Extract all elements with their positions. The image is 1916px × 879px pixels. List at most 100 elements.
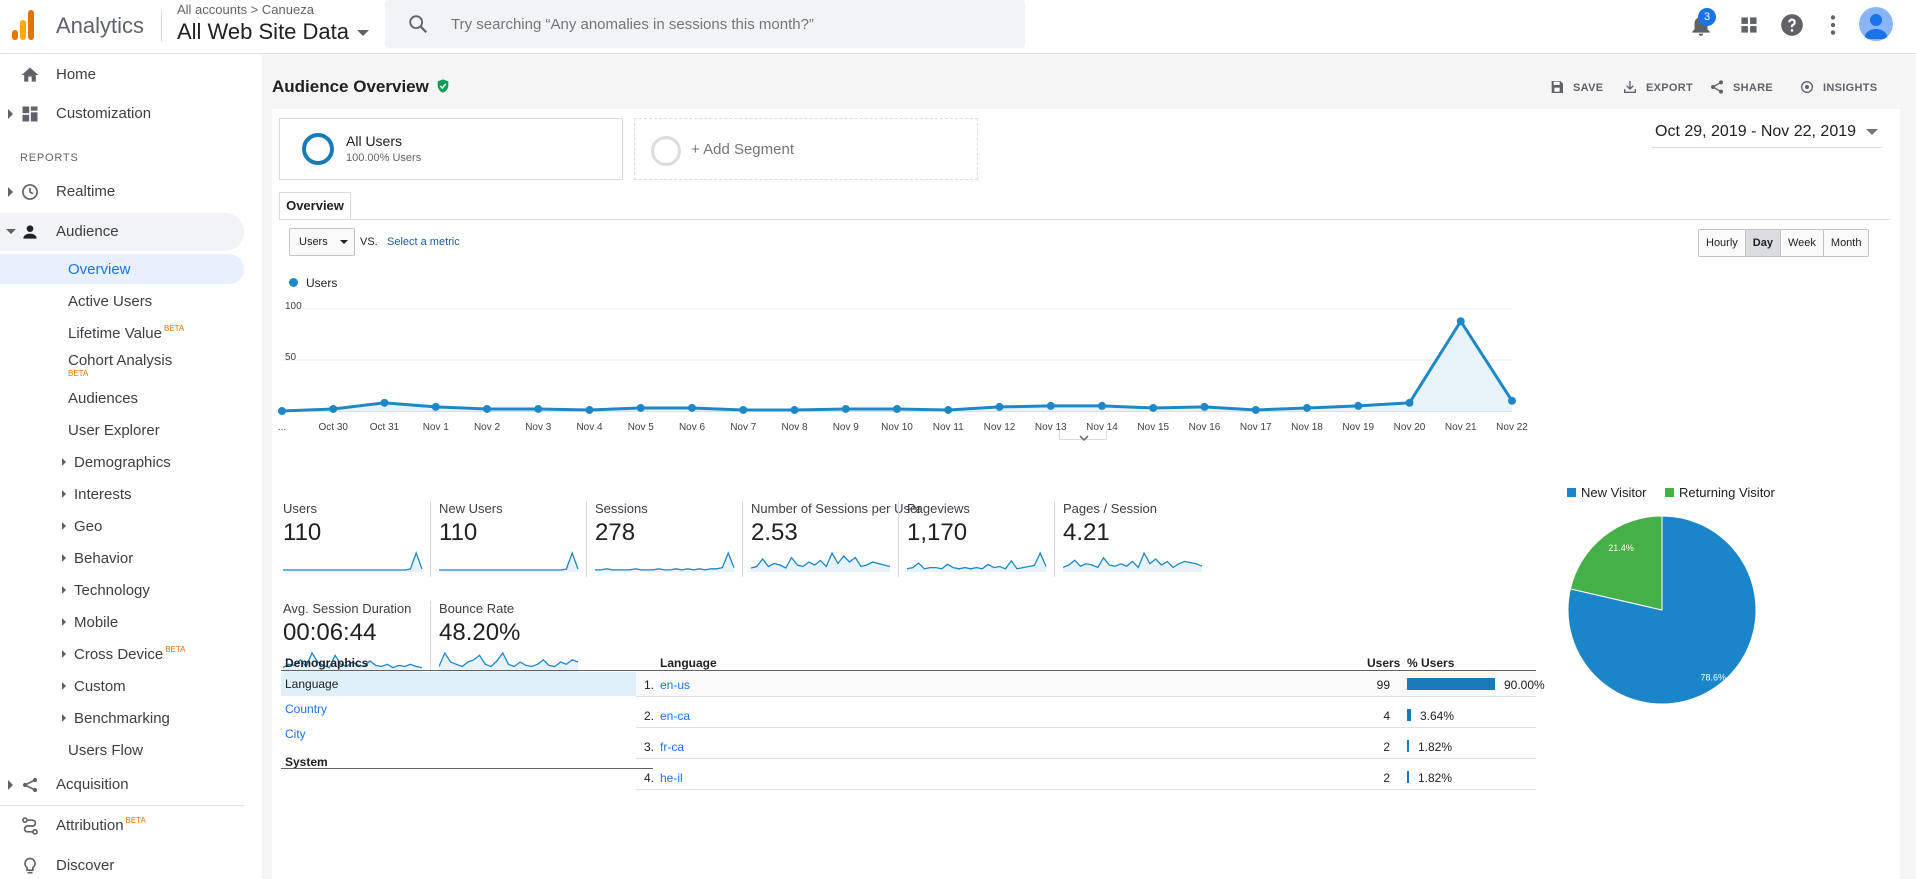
scorecard[interactable]: Sessions 278	[584, 501, 766, 577]
sidebar-item-home[interactable]: Home	[0, 56, 244, 94]
sidebar-item-realtime[interactable]: Realtime	[0, 173, 244, 211]
scorecard-label: Avg. Session Duration	[283, 601, 412, 616]
scorecard[interactable]: Users 110	[272, 501, 454, 577]
share-button[interactable]: SHARE	[1709, 79, 1773, 95]
sidebar-item-cross-device[interactable]: Cross Device BETA	[0, 639, 244, 669]
add-segment-button[interactable]: + Add Segment	[634, 118, 978, 180]
language-link[interactable]: fr-ca	[660, 740, 684, 754]
help-icon[interactable]	[1779, 12, 1805, 38]
language-link[interactable]: en-us	[660, 678, 691, 692]
chart-collapse-handle[interactable]	[1059, 430, 1107, 442]
sparkline	[439, 651, 579, 672]
sidebar-item-mobile[interactable]: Mobile	[0, 607, 244, 637]
granularity-hourly[interactable]: Hourly	[1699, 230, 1746, 256]
data-point	[483, 404, 491, 413]
sparkline-area	[439, 653, 578, 672]
sidebar-item-acquisition[interactable]: Acquisition	[0, 766, 244, 804]
segment-all-users[interactable]: All Users 100.00% Users	[279, 118, 623, 180]
x-tick-label: Nov 10	[881, 422, 913, 433]
data-point	[739, 405, 748, 414]
more-vert-icon[interactable]	[1820, 12, 1846, 38]
x-tick-label: Nov 22	[1496, 422, 1528, 433]
x-tick-label: Nov 19	[1342, 422, 1374, 433]
sidebar-item-benchmarking[interactable]: Benchmarking	[0, 703, 244, 733]
demographics-item-label[interactable]: Country	[285, 702, 328, 716]
sidebar-item-label: Geo	[74, 518, 103, 535]
x-tick-label: Nov 6	[679, 422, 706, 433]
demographics-item-label[interactable]: City	[285, 727, 306, 741]
sidebar-item-attribution[interactable]: Attribution BETA	[0, 807, 244, 845]
sidebar-item-behavior[interactable]: Behavior	[0, 543, 244, 573]
scorecard[interactable]: Avg. Session Duration 00:06:44	[272, 601, 454, 677]
segment-name: All Users	[346, 133, 403, 149]
demographics-item-language[interactable]: Language	[281, 672, 653, 696]
scorecard-label: Bounce Rate	[439, 601, 515, 616]
scorecard[interactable]: Number of Sessions per User 2.53	[740, 501, 922, 577]
sidebar-item-audience[interactable]: Audience	[0, 213, 244, 251]
sparkline	[907, 551, 1047, 572]
visitor-pie-chart: 78.6% 21.4%	[1567, 515, 1757, 705]
sidebar-item-users-flow[interactable]: Users Flow	[0, 735, 244, 765]
demographics-item-city[interactable]: City	[281, 722, 653, 746]
granularity-month[interactable]: Month	[1823, 230, 1869, 256]
x-tick-label: Nov 11	[933, 422, 964, 433]
scorecard-value: 00:06:44	[283, 619, 377, 646]
sidebar-item-user-explorer[interactable]: User Explorer	[0, 415, 244, 445]
date-range-picker[interactable]: Oct 29, 2019 - Nov 22, 2019	[1655, 123, 1879, 141]
sidebar-item-custom[interactable]: Custom	[0, 671, 244, 701]
x-tick-label: Nov 5	[628, 422, 655, 433]
account-breadcrumb[interactable]: All accounts > Canueza	[177, 2, 314, 17]
sidebar-item-lifetime-value[interactable]: Lifetime Value BETA	[0, 318, 244, 348]
sparkline-line	[439, 551, 579, 571]
metric-dropdown[interactable]: Users	[289, 228, 355, 256]
demographics-item-country[interactable]: Country	[281, 697, 653, 721]
language-link[interactable]: en-ca	[660, 709, 691, 723]
sidebar-divider	[0, 805, 244, 806]
sidebar-item-discover[interactable]: Discover	[0, 847, 244, 879]
sidebar-item-geo[interactable]: Geo	[0, 511, 244, 541]
sidebar-item-demographics[interactable]: Demographics	[0, 447, 244, 477]
sidebar-item-active-users[interactable]: Active Users	[0, 286, 244, 316]
sidebar-item-audiences[interactable]: Audiences	[0, 383, 244, 413]
scorecard[interactable]: Bounce Rate 48.20%	[428, 601, 610, 677]
x-tick-label: Nov 12	[984, 422, 1016, 433]
scorecard[interactable]: Pageviews 1,170	[896, 501, 1078, 577]
save-button[interactable]: SAVE	[1549, 79, 1603, 95]
x-tick-label: Nov 17	[1240, 422, 1272, 433]
data-point	[1149, 403, 1158, 412]
select-metric-link[interactable]: Select a metric	[387, 236, 460, 248]
granularity-day[interactable]: Day	[1745, 230, 1781, 256]
sidebar-item-interests[interactable]: Interests	[0, 479, 244, 509]
tab-overview[interactable]: Overview	[279, 192, 351, 220]
chevron-right-icon	[62, 458, 66, 466]
view-selector[interactable]: All Web Site Data	[177, 19, 370, 45]
sparkline-line	[751, 551, 891, 569]
language-link[interactable]: he-il	[660, 771, 683, 785]
scorecard-label: New Users	[439, 501, 503, 516]
data-point	[585, 405, 594, 414]
apps-icon[interactable]	[1736, 12, 1762, 38]
analytics-logo[interactable]	[6, 8, 38, 40]
sidebar-item-technology[interactable]: Technology	[0, 575, 244, 605]
sparkline-line	[1063, 551, 1203, 569]
scorecard[interactable]: Pages / Session 4.21	[1052, 501, 1234, 577]
sidebar-item-cohort-analysis[interactable]: Cohort Analysis BETA	[0, 345, 244, 379]
granularity-week[interactable]: Week	[1780, 230, 1824, 256]
granularity-toggle: Hourly Day Week Month	[1698, 229, 1870, 257]
sidebar-item-customization[interactable]: Customization	[0, 95, 244, 133]
table-row: 4. he-il 2 1.82%	[636, 765, 1536, 790]
chevron-right-icon	[62, 682, 66, 690]
sparkline-line	[439, 651, 579, 668]
sidebar-item-label: Technology	[74, 582, 150, 599]
export-button[interactable]: EXPORT	[1622, 79, 1693, 95]
language-column-header: Language	[660, 656, 717, 670]
search-bar[interactable]	[385, 0, 1025, 48]
sidebar-item-label: Discover	[56, 857, 115, 874]
avatar[interactable]	[1859, 7, 1893, 41]
insights-button[interactable]: INSIGHTS	[1799, 79, 1877, 95]
sidebar-item-overview[interactable]: Overview	[0, 254, 244, 284]
demographics-item-label: Language	[285, 677, 339, 691]
search-input[interactable]	[451, 12, 1011, 36]
data-point	[1200, 402, 1209, 411]
scorecard[interactable]: New Users 110	[428, 501, 610, 577]
